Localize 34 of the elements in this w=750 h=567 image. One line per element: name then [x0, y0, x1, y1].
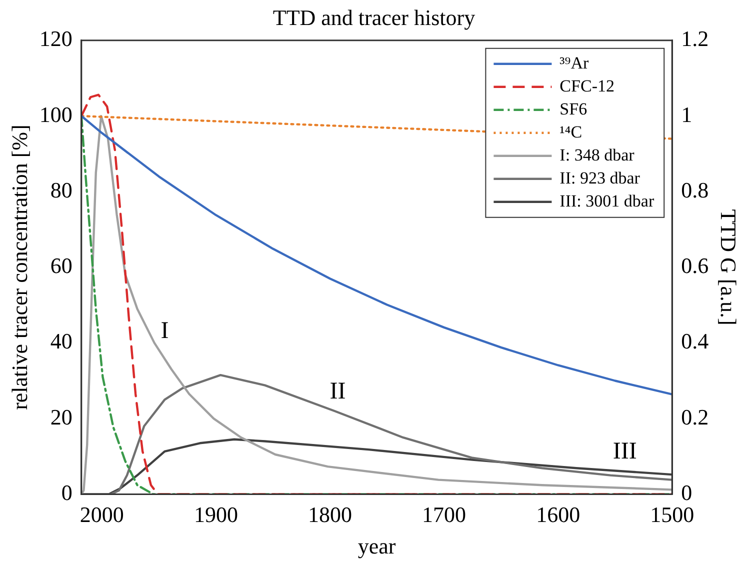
x-tick-label: 1600: [536, 502, 580, 528]
y-tick-label: 0: [61, 480, 72, 505]
x-tick-label: 1800: [308, 502, 352, 528]
legend-label: ¹⁴C: [560, 122, 582, 142]
y2-axis-title: TTD G [a.u.]: [716, 209, 742, 326]
annotation: III: [612, 438, 637, 465]
legend-label: II: 923 dbar: [560, 168, 640, 188]
legend-label: CFC-12: [560, 76, 614, 96]
y-axis-title: relative tracer concentration [%]: [6, 124, 32, 410]
y2-tick-label: 1.2: [681, 26, 709, 52]
legend-label: SF6: [560, 99, 588, 118]
x-tick-label: 1500: [650, 502, 694, 528]
y2-tick-label: 0.4: [681, 328, 709, 354]
y2-tick-label: 0.2: [681, 404, 709, 430]
x-tick-label: 1900: [194, 502, 238, 528]
y-tick-label: 120: [39, 26, 72, 52]
annotation: II: [330, 378, 346, 404]
y2-tick-label: 0: [681, 480, 692, 505]
chart-title: TTD and tracer history: [272, 4, 476, 30]
y2-tick-label: 0.8: [681, 177, 709, 202]
y-tick-label: 100: [39, 102, 72, 127]
y-tick-label: 40: [50, 328, 72, 354]
legend-label: ³⁹Ar: [560, 53, 589, 72]
y-tick-label: 80: [50, 177, 72, 202]
y2-tick-label: 1: [681, 102, 692, 127]
legend-label: III: 3001 dbar: [560, 191, 654, 210]
x-axis-title: year: [358, 534, 396, 559]
x-tick-label: 1700: [422, 502, 466, 528]
y2-tick-label: 0.6: [681, 253, 709, 278]
y-tick-label: 20: [50, 404, 72, 430]
x-tick-label: 2000: [80, 502, 124, 528]
y-tick-label: 60: [50, 253, 72, 278]
annotation: I: [160, 318, 169, 344]
legend-label: I: 348 dbar: [560, 145, 635, 164]
